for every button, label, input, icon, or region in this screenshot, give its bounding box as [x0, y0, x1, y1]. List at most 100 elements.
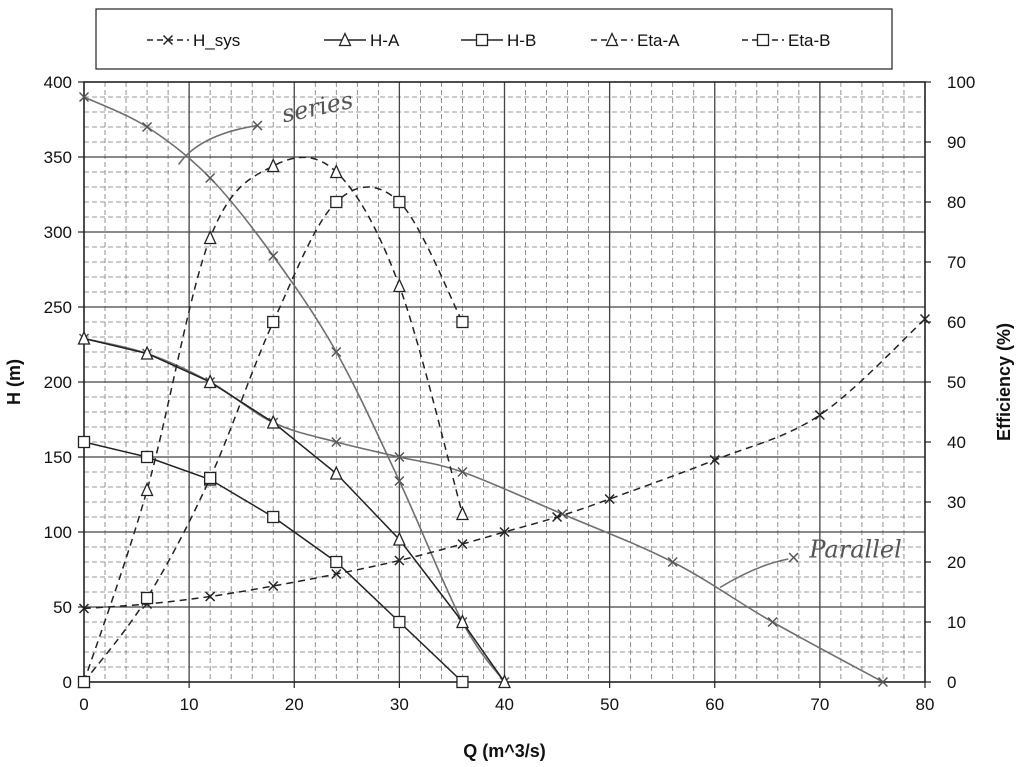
- series-h-sys-point: [457, 538, 468, 550]
- annotation-series-point: [78, 91, 90, 103]
- annotation-parallel-point: [331, 436, 342, 448]
- annotation-parallel-label: Parallel: [808, 536, 901, 564]
- annotation-parallel-arrow: [719, 558, 789, 589]
- series-h-b-point: [140, 450, 154, 464]
- annotation-series-point: [205, 172, 216, 184]
- series-h-a-point: [329, 465, 343, 480]
- series-eta-a-point: [392, 277, 406, 293]
- series-eta-b-point: [393, 195, 406, 209]
- series-h-b-point: [267, 510, 280, 524]
- x-tick-label: 50: [600, 695, 619, 714]
- y-tick-label: 400: [44, 73, 72, 92]
- annotation-series-arrow-head: [252, 120, 263, 131]
- annotation-parallel-point: [877, 676, 888, 688]
- y-tick-label: 100: [44, 523, 72, 542]
- y2-axis-label: Efficiency (%): [994, 323, 1014, 441]
- y-tick-label: 150: [44, 448, 72, 467]
- series-h-sys-point: [814, 409, 825, 421]
- legend-item-h-sys: H_sys: [147, 31, 240, 50]
- series-h-a-point: [455, 613, 469, 629]
- series-eta-a-point: [266, 157, 280, 173]
- legend-item-eta-a: Eta-A: [591, 31, 680, 50]
- annotation-parallel-point: [457, 466, 468, 478]
- x-axis-ticks: 0 10 20 30 40 50 60 70 80: [79, 682, 934, 714]
- series-h-sys-point: [78, 603, 90, 614]
- series-eta-a-point: [455, 505, 469, 521]
- legend-eta-a-label: Eta-A: [637, 31, 680, 50]
- annotation-parallel-point: [394, 451, 405, 463]
- x-tick-label: 40: [495, 695, 514, 714]
- series-h-sys-point: [919, 313, 931, 325]
- series-h-a-point: [140, 345, 154, 360]
- series-eta-b-point: [140, 591, 154, 605]
- series-h-a-point: [497, 673, 512, 689]
- x-tick-label: 70: [810, 695, 829, 714]
- y2-axis-ticks: 0 10 20 30 40 50 60 70 80 90 100: [925, 73, 975, 692]
- series-eta-b: [77, 186, 469, 689]
- series-h-sys-point: [331, 568, 342, 580]
- annotation-series-curve: [83, 96, 506, 683]
- series-h-sys-point: [709, 454, 720, 466]
- series-h-a-line: [83, 337, 506, 683]
- series-h-b-point: [77, 435, 91, 449]
- series-h-sys-point: [205, 591, 216, 602]
- annotation-series-label: series: [279, 86, 355, 128]
- legend-eta-a-marker: [605, 31, 619, 47]
- series-h-a: [77, 330, 512, 689]
- x-tick-label: 20: [285, 695, 304, 714]
- legend-h-b-label: H-B: [507, 31, 536, 50]
- annotation-series-point: [142, 121, 153, 133]
- y-tick-label: 350: [44, 148, 72, 167]
- x-tick-label: 60: [705, 695, 724, 714]
- series-eta-a-point: [140, 481, 154, 497]
- y2-tick-label: 30: [947, 493, 966, 512]
- series-h-sys-line: [83, 318, 926, 610]
- y2-tick-label: 40: [947, 433, 966, 452]
- x-tick-label: 30: [390, 695, 409, 714]
- series-h-sys: [78, 313, 931, 614]
- y2-tick-label: 80: [947, 193, 966, 212]
- series-eta-b-point: [456, 315, 469, 329]
- series-eta-a-point: [203, 229, 217, 245]
- series-h-sys-point: [268, 580, 279, 592]
- y2-tick-label: 20: [947, 553, 966, 572]
- series-eta-b-point: [203, 471, 217, 485]
- y-tick-label: 50: [53, 598, 72, 617]
- annotation-series-point: [331, 346, 342, 358]
- series-h-sys-point: [499, 526, 510, 538]
- y-tick-label: 0: [63, 673, 72, 692]
- legend-h-sys-label: H_sys: [193, 31, 240, 50]
- series-eta-b-point: [267, 315, 280, 329]
- legend-eta-b-marker: [756, 33, 770, 47]
- legend-h-a-label: H-A: [370, 31, 400, 50]
- y2-tick-label: 10: [947, 613, 966, 632]
- series-h-b-point: [330, 555, 343, 569]
- legend-item-eta-b: Eta-B: [742, 31, 831, 50]
- y-tick-label: 300: [44, 223, 72, 242]
- legend-h-b-marker: [475, 33, 489, 47]
- y2-tick-label: 70: [947, 253, 966, 272]
- series-h-sys-point: [394, 555, 405, 566]
- y2-tick-label: 0: [947, 673, 956, 692]
- series-h-a-point: [77, 330, 91, 345]
- legend-item-h-b: H-B: [461, 31, 536, 50]
- x-tick-label: 80: [916, 695, 935, 714]
- x-tick-label: 0: [79, 695, 88, 714]
- annotation-series-arrow: [177, 124, 258, 165]
- legend-h-a-marker: [338, 31, 352, 47]
- annotation-parallel-point: [667, 556, 678, 568]
- annotation-series-point: [394, 475, 405, 487]
- y2-tick-label: 90: [947, 133, 966, 152]
- series-h-b: [77, 435, 469, 689]
- annotation-parallel-point: [767, 616, 778, 628]
- series-h-b-point: [456, 675, 469, 689]
- legend-item-h-a: H-A: [324, 31, 400, 50]
- series-eta-a-point: [329, 163, 343, 179]
- y-axis-ticks: 0 50 100 150 200 250 300 350 400: [44, 73, 84, 692]
- series-h-sys-point: [552, 511, 563, 523]
- y-axis-label: H (m): [4, 359, 24, 405]
- series-eta-b-point: [330, 195, 343, 209]
- y-tick-label: 200: [44, 373, 72, 392]
- series-layer: [77, 156, 931, 689]
